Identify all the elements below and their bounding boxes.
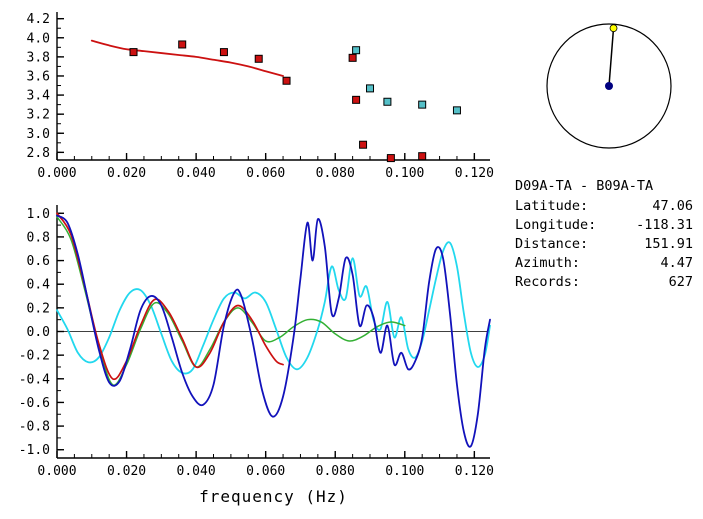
x-tick-label: 0.040 <box>177 166 216 181</box>
y-tick-label: 3.8 <box>27 50 50 65</box>
marker-measured-red <box>219 48 228 57</box>
x-tick-label: 0.000 <box>37 464 76 479</box>
info-row-azimuth: Azimuth: 4.47 <box>515 254 693 273</box>
y-tick-label: 1.0 <box>27 207 50 222</box>
x-axis-title: frequency (Hz) <box>199 487 348 506</box>
y-tick-label: 0.2 <box>27 301 50 316</box>
y-tick-label: -1.0 <box>19 443 50 458</box>
x-tick-label: 0.040 <box>177 464 216 479</box>
azimuth-value: 4.47 <box>660 255 693 271</box>
y-tick-label: -0.4 <box>19 372 50 387</box>
azimuth-line <box>608 28 615 87</box>
marker-measured-red <box>282 76 291 85</box>
series-reference-curve <box>90 39 284 77</box>
marker-measured-red <box>386 154 395 163</box>
y-tick-label: 2.8 <box>27 146 50 161</box>
marker-measured-cyan <box>418 100 427 109</box>
marker-measured-cyan <box>366 84 375 93</box>
marker-measured-cyan <box>352 46 361 55</box>
series-waveform-red <box>56 212 284 381</box>
series-waveform-blue <box>56 214 491 448</box>
info-row-distance: Distance: 151.91 <box>515 235 693 254</box>
y-tick-label: 3.0 <box>27 127 50 142</box>
marker-measured-red <box>348 53 357 62</box>
y-tick-label: 3.4 <box>27 89 51 104</box>
azimuth-circle-plot <box>546 23 672 149</box>
x-tick-label: 0.020 <box>107 166 146 181</box>
marker-measured-cyan <box>383 97 392 106</box>
series-waveform-cyan <box>56 241 491 375</box>
y-tick-label: 3.6 <box>27 69 50 84</box>
y-tick-label: -0.6 <box>19 396 50 411</box>
y-tick-label: -0.2 <box>19 349 50 364</box>
y-tick-label: 0.6 <box>27 254 50 269</box>
info-row-longitude: Longitude: -118.31 <box>515 216 693 235</box>
y-tick-label: -0.8 <box>19 420 50 435</box>
dispersion-chart: 0.000 0.020 0.040 0.060 0.080 0.100 0.120 2.8 3.… <box>27 12 494 181</box>
distance-label: Distance: <box>515 236 589 252</box>
info-row-records: Records: 627 <box>515 273 693 292</box>
y-tick-label: 4.0 <box>27 31 50 46</box>
longitude-value: -118.31 <box>636 217 693 233</box>
records-value: 627 <box>668 274 693 290</box>
distance-value: 151.91 <box>644 236 693 252</box>
marker-measured-red <box>359 140 368 149</box>
longitude-label: Longitude: <box>515 217 597 233</box>
x-tick-label: 0.120 <box>455 464 494 479</box>
marker-measured-red <box>418 152 427 161</box>
x-tick-label: 0.000 <box>37 166 76 181</box>
records-label: Records: <box>515 274 581 290</box>
y-tick-label: 0.8 <box>27 230 50 245</box>
marker-measured-cyan <box>452 106 461 115</box>
azimuth-circle <box>546 23 672 149</box>
x-tick-label: 0.100 <box>385 166 424 181</box>
marker-measured-red <box>352 95 361 104</box>
station-info-panel: D09A-TA - B09A-TA Latitude: 47.06 Longit… <box>515 177 693 292</box>
azimuth-center-marker <box>605 82 613 90</box>
marker-measured-red <box>254 54 263 63</box>
latitude-label: Latitude: <box>515 198 589 214</box>
station-pair-title: D09A-TA - B09A-TA <box>515 178 654 194</box>
marker-measured-red <box>178 40 187 49</box>
y-tick-label: 0.0 <box>27 325 50 340</box>
x-tick-label: 0.060 <box>246 464 285 479</box>
y-tick-label: 3.2 <box>27 108 50 123</box>
x-tick-label: 0.060 <box>246 166 285 181</box>
azimuth-label: Azimuth: <box>515 255 581 271</box>
y-tick-label: 0.4 <box>27 278 51 293</box>
x-tick-label: 0.080 <box>316 166 355 181</box>
x-tick-label: 0.080 <box>316 464 355 479</box>
latitude-value: 47.06 <box>652 198 693 214</box>
x-tick-label: 0.120 <box>455 166 494 181</box>
x-tick-label: 0.020 <box>107 464 146 479</box>
x-tick-label: 0.100 <box>385 464 424 479</box>
marker-measured-red <box>129 48 138 57</box>
y-tick-label: 4.2 <box>27 12 50 27</box>
waveform-chart: 0.000 0.020 0.040 0.060 0.080 0.100 0.120 -1.0 -… <box>19 205 494 479</box>
info-row-latitude: Latitude: 47.06 <box>515 197 693 216</box>
azimuth-end-marker <box>609 24 618 33</box>
